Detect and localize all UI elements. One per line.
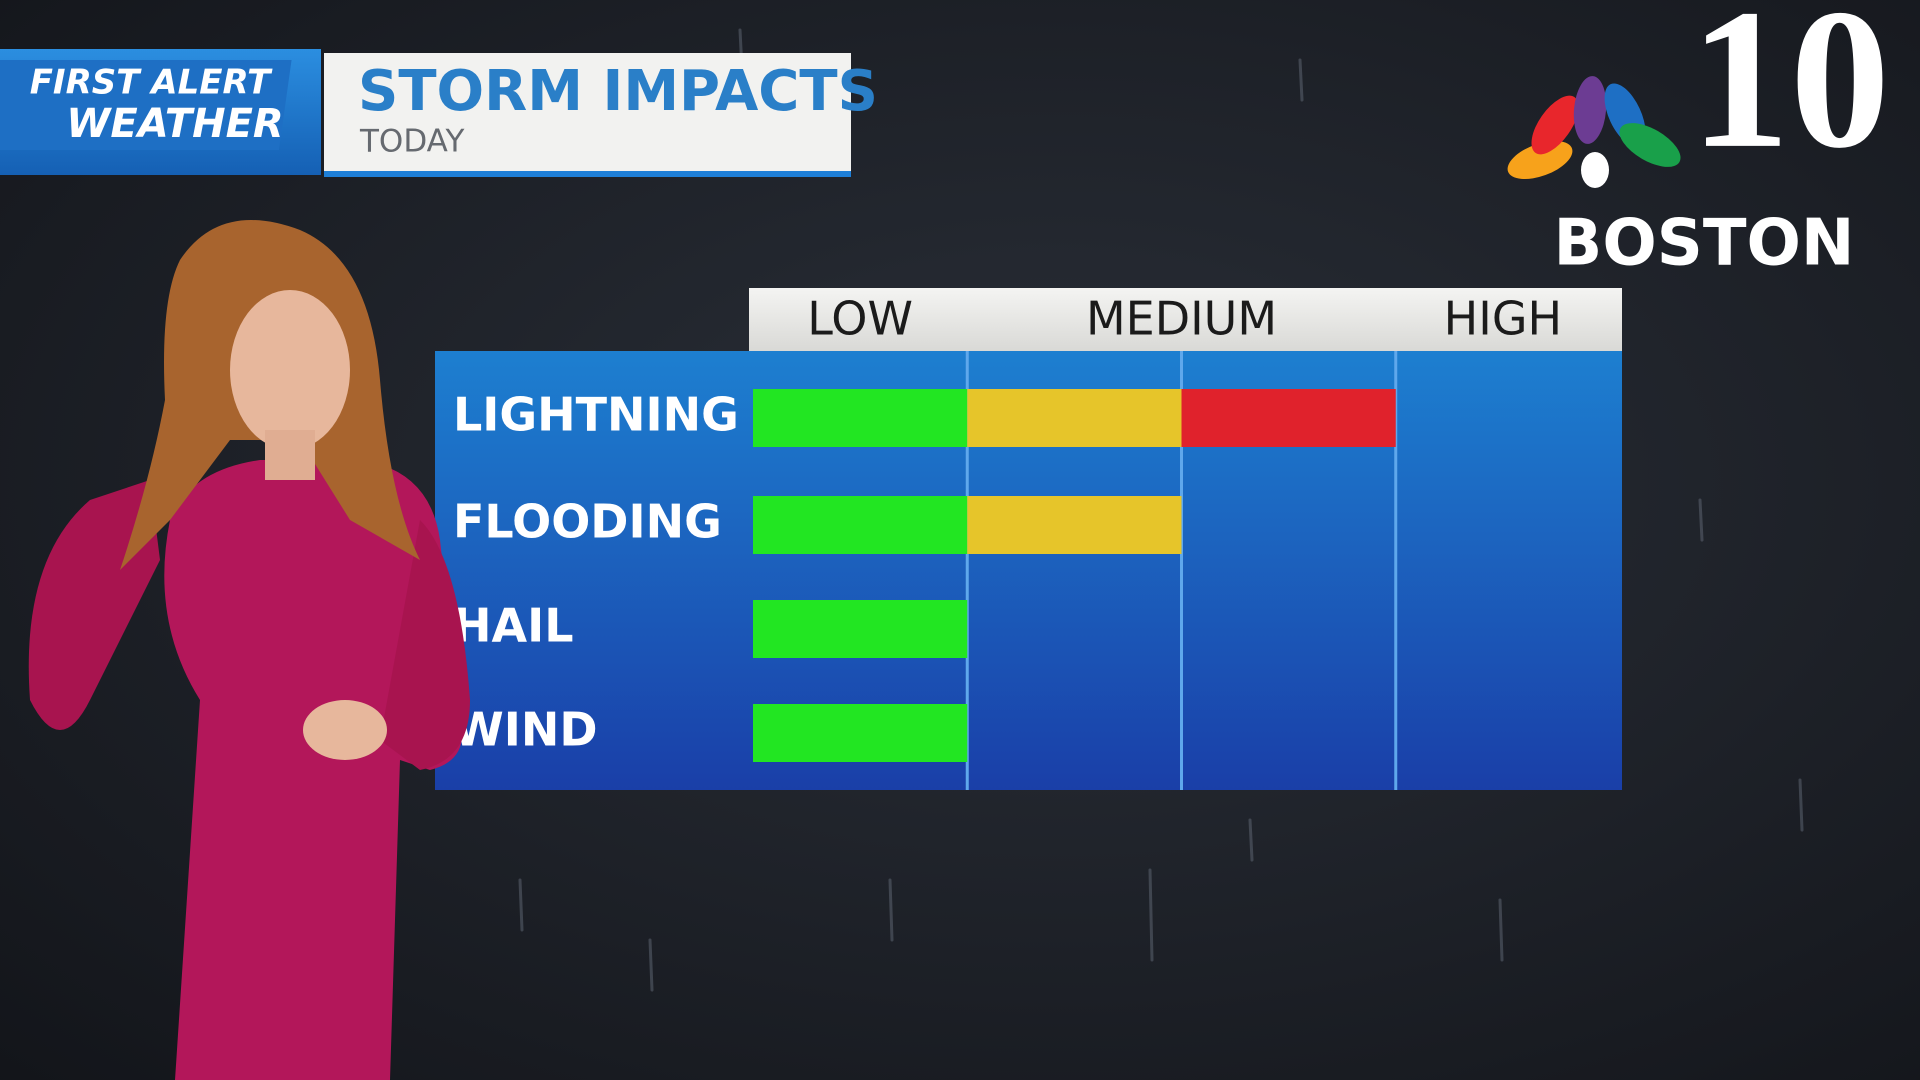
- bar-segment: [753, 704, 968, 762]
- presenter: [28, 220, 470, 1080]
- bar-segment: [753, 600, 968, 658]
- badge-top: FIRST ALERT: [30, 63, 273, 103]
- level-label: MEDIUM: [1086, 292, 1277, 346]
- row-label: LIGHTNING: [453, 388, 739, 442]
- badge-bottom: WEATHER: [66, 101, 283, 147]
- title: STORM IMPACTS: [358, 59, 878, 124]
- row-label: WIND: [453, 703, 598, 757]
- level-strip: [749, 288, 1622, 351]
- chart: LOW MEDIUM HIGH LIGHTNING FLOODING HAIL WIND: [453, 292, 1562, 790]
- row-label: HAIL: [453, 599, 574, 653]
- impact-bar: [753, 600, 968, 658]
- row-label: FLOODING: [453, 495, 722, 549]
- logo-city: BOSTON: [1554, 207, 1855, 281]
- level-label: HIGH: [1444, 292, 1562, 346]
- bar-segment: [967, 389, 1182, 447]
- impact-bar: [753, 389, 1396, 447]
- bar-segment: [967, 496, 1182, 554]
- impact-bar: [753, 704, 968, 762]
- logo-number: 10: [1690, 0, 1890, 190]
- level-label: LOW: [807, 292, 913, 346]
- impact-bar: [753, 496, 1182, 554]
- bar-segment: [753, 496, 968, 554]
- title-underline: [324, 171, 851, 177]
- subtitle: TODAY: [359, 124, 464, 160]
- badge-inner: [0, 60, 292, 150]
- logo: 10 BOSTON: [1507, 0, 1890, 281]
- bar-segment: [1181, 389, 1396, 447]
- bar-segment: [753, 389, 968, 447]
- title-box: [324, 53, 851, 175]
- peacock: [1507, 76, 1681, 188]
- header: FIRST ALERT WEATHER STORM IMPACTS TODAY: [0, 49, 878, 177]
- rain-streaks: [518, 28, 1804, 992]
